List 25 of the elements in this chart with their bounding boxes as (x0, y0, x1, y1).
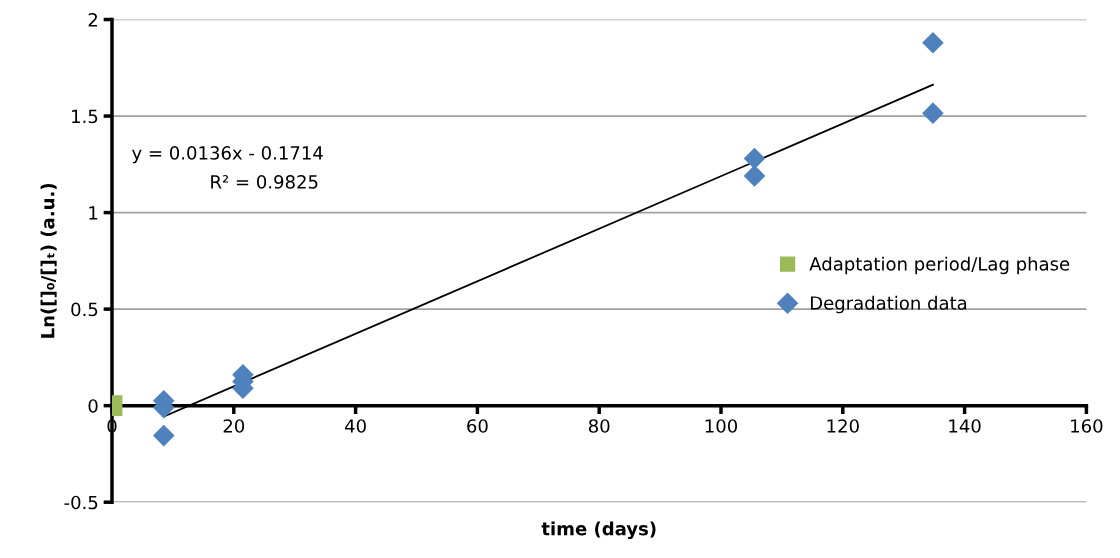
point (922, 102, 944, 124)
x-tick-label: 80 (588, 419, 610, 433)
x-tick-label: 140 (949, 419, 981, 433)
y-tick-label: 1.5 (72, 109, 98, 124)
x-tick-label: 20 (223, 419, 245, 433)
x-tick-label: 40 (345, 419, 366, 433)
legend-label: Adaptation period/Lag phase (809, 256, 1070, 275)
x-tick-label: 160 (1071, 419, 1103, 433)
x-axis-title: time (days) (541, 521, 656, 540)
annotation: R² = 0.9825 (211, 175, 318, 189)
x-tick-label: 60 (467, 419, 488, 433)
y-tick-label: -0.5 (64, 495, 98, 510)
point (922, 32, 944, 54)
annotation: y = 0.0136x - 0.1714 (132, 146, 323, 164)
x-tick-label: 120 (827, 419, 859, 433)
point (153, 425, 175, 447)
y-axis-title: Ln([]₀/[]ₜ) (a.u.) (40, 183, 57, 338)
y-tick-label: 2 (88, 12, 97, 27)
legend-label: Degradation data (811, 295, 967, 314)
x-tick-label: 100 (705, 419, 738, 433)
y-tick-label: 1 (89, 206, 98, 220)
point (743, 165, 766, 187)
point (743, 148, 766, 170)
y-tick-label: 0 (88, 399, 98, 413)
y-tick-label: 0.5 (71, 302, 98, 317)
